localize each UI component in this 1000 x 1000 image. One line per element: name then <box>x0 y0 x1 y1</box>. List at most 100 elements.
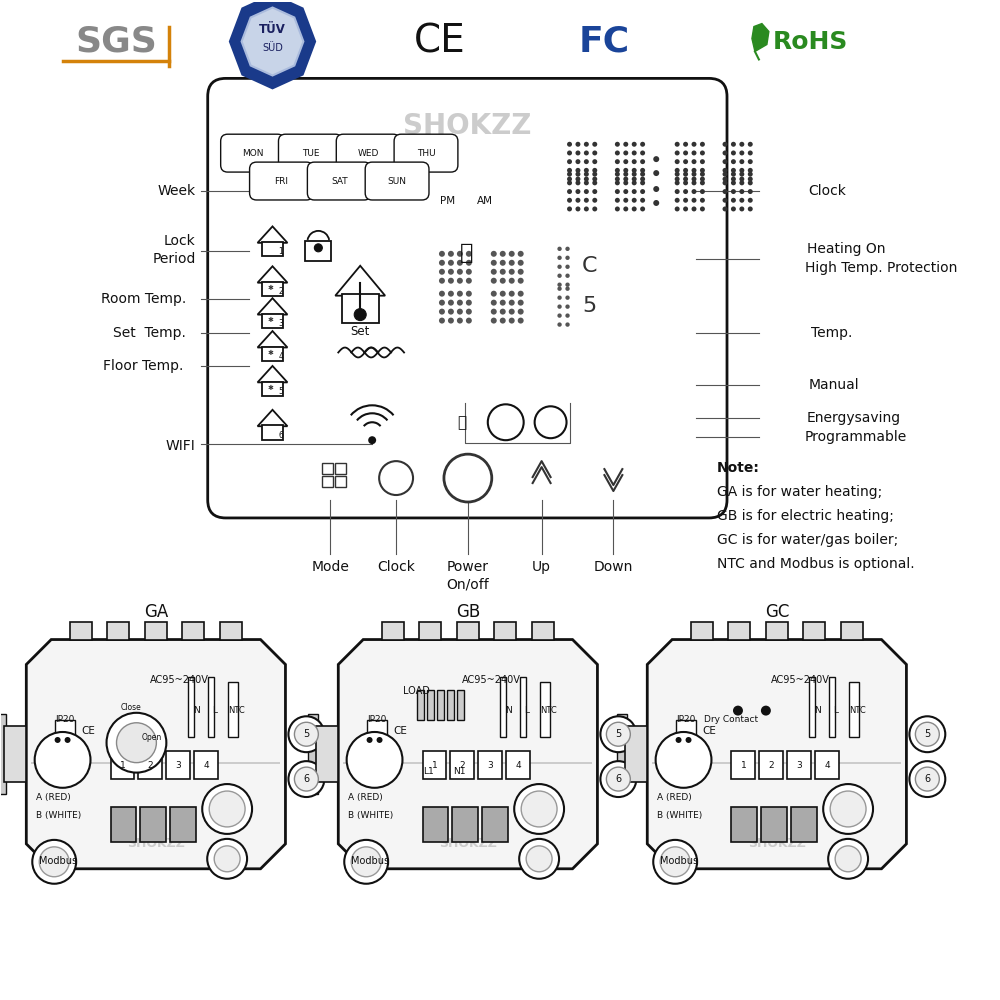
Bar <box>342 294 379 323</box>
Circle shape <box>748 142 753 147</box>
Circle shape <box>700 177 705 182</box>
Circle shape <box>632 172 637 177</box>
Text: PM: PM <box>440 196 455 206</box>
Circle shape <box>748 206 753 211</box>
Circle shape <box>632 180 637 185</box>
Circle shape <box>288 716 324 752</box>
Circle shape <box>379 461 413 495</box>
Circle shape <box>514 784 564 834</box>
Bar <box>427 690 434 720</box>
Circle shape <box>377 737 383 743</box>
Circle shape <box>575 198 580 203</box>
Circle shape <box>731 198 736 203</box>
Circle shape <box>509 309 515 315</box>
Bar <box>815 751 839 779</box>
Circle shape <box>640 168 645 173</box>
Circle shape <box>457 278 463 284</box>
Bar <box>447 690 454 720</box>
Polygon shape <box>338 640 597 869</box>
Circle shape <box>683 189 688 194</box>
Circle shape <box>731 142 736 147</box>
Bar <box>262 425 283 440</box>
Circle shape <box>491 291 497 297</box>
Circle shape <box>615 198 620 203</box>
Circle shape <box>700 198 705 203</box>
Text: On/off: On/off <box>446 578 489 592</box>
Bar <box>759 751 783 779</box>
Circle shape <box>692 189 696 194</box>
Circle shape <box>675 172 680 177</box>
Text: 3: 3 <box>278 319 283 328</box>
Circle shape <box>491 278 497 284</box>
Circle shape <box>491 318 497 324</box>
Text: FRI: FRI <box>274 177 288 186</box>
Circle shape <box>723 172 728 177</box>
Text: TÜV: TÜV <box>259 23 286 36</box>
Bar <box>803 622 825 640</box>
Circle shape <box>575 180 580 185</box>
Circle shape <box>519 839 559 879</box>
Circle shape <box>683 159 688 164</box>
Text: A (RED): A (RED) <box>36 793 71 802</box>
Bar <box>188 677 194 737</box>
Circle shape <box>439 291 445 297</box>
Circle shape <box>535 406 567 438</box>
Circle shape <box>567 180 572 185</box>
Circle shape <box>723 180 728 185</box>
Circle shape <box>606 767 630 791</box>
Circle shape <box>632 142 637 147</box>
Text: Lock: Lock <box>164 234 196 248</box>
Circle shape <box>557 265 562 269</box>
Circle shape <box>731 177 736 182</box>
Text: Manual: Manual <box>809 378 859 392</box>
Bar <box>343 762 592 764</box>
Bar <box>617 714 627 794</box>
Text: 2: 2 <box>460 761 465 770</box>
Circle shape <box>683 177 688 182</box>
Bar <box>731 807 757 842</box>
Circle shape <box>491 309 497 315</box>
Polygon shape <box>258 410 287 426</box>
Circle shape <box>466 291 472 297</box>
Text: A (RED): A (RED) <box>348 793 383 802</box>
Text: ✱: ✱ <box>267 385 273 391</box>
Circle shape <box>592 150 597 155</box>
Text: GB: GB <box>456 603 480 621</box>
Circle shape <box>676 737 682 743</box>
Bar <box>140 807 166 842</box>
Bar <box>849 682 859 737</box>
Circle shape <box>509 291 515 297</box>
Circle shape <box>731 159 736 164</box>
Circle shape <box>723 198 728 203</box>
Circle shape <box>623 159 628 164</box>
Polygon shape <box>258 331 287 348</box>
Circle shape <box>457 300 463 306</box>
Circle shape <box>632 159 637 164</box>
Circle shape <box>214 846 240 872</box>
Text: Mode: Mode <box>311 560 349 574</box>
Circle shape <box>575 206 580 211</box>
Text: IP20: IP20 <box>367 715 387 724</box>
Circle shape <box>723 150 728 155</box>
Circle shape <box>448 309 454 315</box>
Circle shape <box>448 260 454 266</box>
Circle shape <box>466 260 472 266</box>
Circle shape <box>557 274 562 278</box>
Circle shape <box>653 156 659 162</box>
Bar <box>419 622 441 640</box>
Circle shape <box>457 318 463 324</box>
Circle shape <box>692 142 696 147</box>
Circle shape <box>567 142 572 147</box>
Circle shape <box>731 168 736 173</box>
Bar <box>111 807 136 842</box>
Text: WIFI: WIFI <box>166 439 196 453</box>
Text: CE: CE <box>394 726 407 736</box>
Circle shape <box>632 177 637 182</box>
Circle shape <box>592 189 597 194</box>
Polygon shape <box>258 366 287 382</box>
Circle shape <box>521 791 557 827</box>
Circle shape <box>823 784 873 834</box>
Bar <box>500 677 506 737</box>
Text: L: L <box>524 706 529 715</box>
Bar <box>367 720 387 740</box>
